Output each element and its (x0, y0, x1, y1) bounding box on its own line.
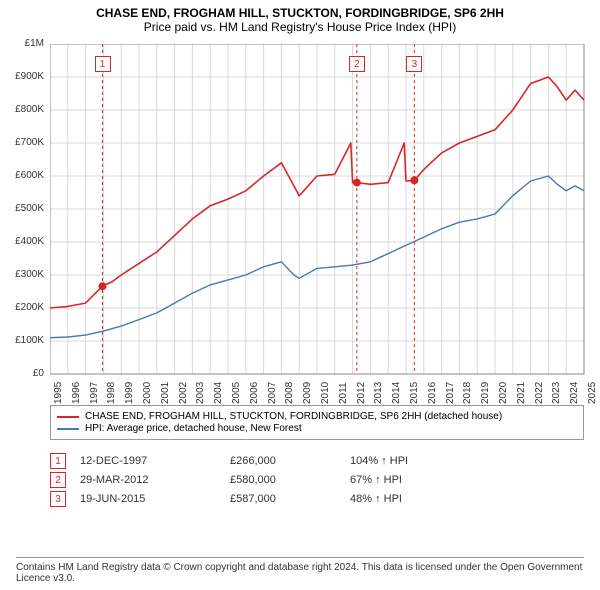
y-tick-label: £600K (0, 170, 44, 181)
legend: CHASE END, FROGHAM HILL, STUCKTON, FORDI… (50, 405, 584, 440)
y-tick-label: £800K (0, 104, 44, 115)
note-price: £580,000 (230, 474, 350, 486)
note-row: 2 29-MAR-2012£580,00067% ↑ HPI (50, 472, 470, 488)
x-tick-label: 2007 (267, 382, 278, 404)
note-pct: 67% ↑ HPI (350, 474, 470, 486)
legend-item: HPI: Average price, detached house, New … (57, 423, 577, 434)
y-tick-label: £400K (0, 236, 44, 247)
x-tick-label: 2013 (373, 382, 384, 404)
footer-text: Contains HM Land Registry data © Crown c… (16, 557, 584, 584)
x-tick-label: 2005 (231, 382, 242, 404)
x-tick-label: 2012 (356, 382, 367, 404)
legend-swatch (57, 428, 79, 430)
note-price: £587,000 (230, 493, 350, 505)
note-badge: 3 (50, 491, 66, 507)
note-pct: 48% ↑ HPI (350, 493, 470, 505)
y-tick-label: £100K (0, 335, 44, 346)
y-tick-label: £700K (0, 137, 44, 148)
note-badge: 1 (50, 453, 66, 469)
chart-title: CHASE END, FROGHAM HILL, STUCKTON, FORDI… (0, 0, 600, 20)
x-tick-label: 2011 (338, 382, 349, 404)
note-row: 1 12-DEC-1997£266,000104% ↑ HPI (50, 453, 470, 469)
x-tick-label: 2025 (587, 382, 598, 404)
marker-badge: 1 (95, 56, 111, 72)
legend-swatch (57, 416, 79, 418)
x-tick-label: 2018 (462, 382, 473, 404)
x-tick-label: 1995 (53, 382, 64, 404)
x-tick-label: 2020 (498, 382, 509, 404)
note-badge: 2 (50, 472, 66, 488)
x-tick-label: 2022 (534, 382, 545, 404)
marker-notes: 1 12-DEC-1997£266,000104% ↑ HPI 2 29-MAR-20… (50, 450, 470, 510)
x-tick-label: 2003 (195, 382, 206, 404)
x-tick-label: 2019 (480, 382, 491, 404)
x-tick-label: 1999 (124, 382, 135, 404)
y-tick-label: £1M (0, 38, 44, 49)
y-tick-label: £900K (0, 71, 44, 82)
y-tick-label: £200K (0, 302, 44, 313)
x-tick-label: 2010 (320, 382, 331, 404)
x-tick-label: 2015 (409, 382, 420, 404)
x-tick-label: 1996 (71, 382, 82, 404)
x-tick-label: 1997 (89, 382, 100, 404)
x-tick-label: 2023 (551, 382, 562, 404)
x-tick-label: 2017 (445, 382, 456, 404)
note-price: £266,000 (230, 455, 350, 467)
x-tick-label: 2009 (302, 382, 313, 404)
x-tick-label: 2024 (569, 382, 580, 404)
x-tick-label: 2016 (427, 382, 438, 404)
marker-badge: 3 (406, 56, 422, 72)
legend-label: HPI: Average price, detached house, New … (85, 423, 302, 434)
y-tick-label: £300K (0, 269, 44, 280)
legend-item: CHASE END, FROGHAM HILL, STUCKTON, FORDI… (57, 411, 577, 422)
note-date: 19-JUN-2015 (80, 493, 230, 505)
x-tick-label: 2000 (142, 382, 153, 404)
marker-badge: 2 (349, 56, 365, 72)
chart-subtitle: Price paid vs. HM Land Registry's House … (0, 20, 600, 38)
x-tick-label: 2001 (160, 382, 171, 404)
note-date: 29-MAR-2012 (80, 474, 230, 486)
x-tick-label: 2014 (391, 382, 402, 404)
x-tick-label: 2008 (284, 382, 295, 404)
legend-label: CHASE END, FROGHAM HILL, STUCKTON, FORDI… (85, 411, 502, 422)
x-tick-label: 1998 (106, 382, 117, 404)
x-tick-label: 2004 (213, 382, 224, 404)
note-row: 3 19-JUN-2015£587,00048% ↑ HPI (50, 491, 470, 507)
note-pct: 104% ↑ HPI (350, 455, 470, 467)
x-tick-label: 2002 (178, 382, 189, 404)
note-date: 12-DEC-1997 (80, 455, 230, 467)
price-chart (50, 44, 585, 375)
y-tick-label: £500K (0, 203, 44, 214)
y-tick-label: £0 (0, 368, 44, 379)
x-tick-label: 2006 (249, 382, 260, 404)
x-tick-label: 2021 (516, 382, 527, 404)
